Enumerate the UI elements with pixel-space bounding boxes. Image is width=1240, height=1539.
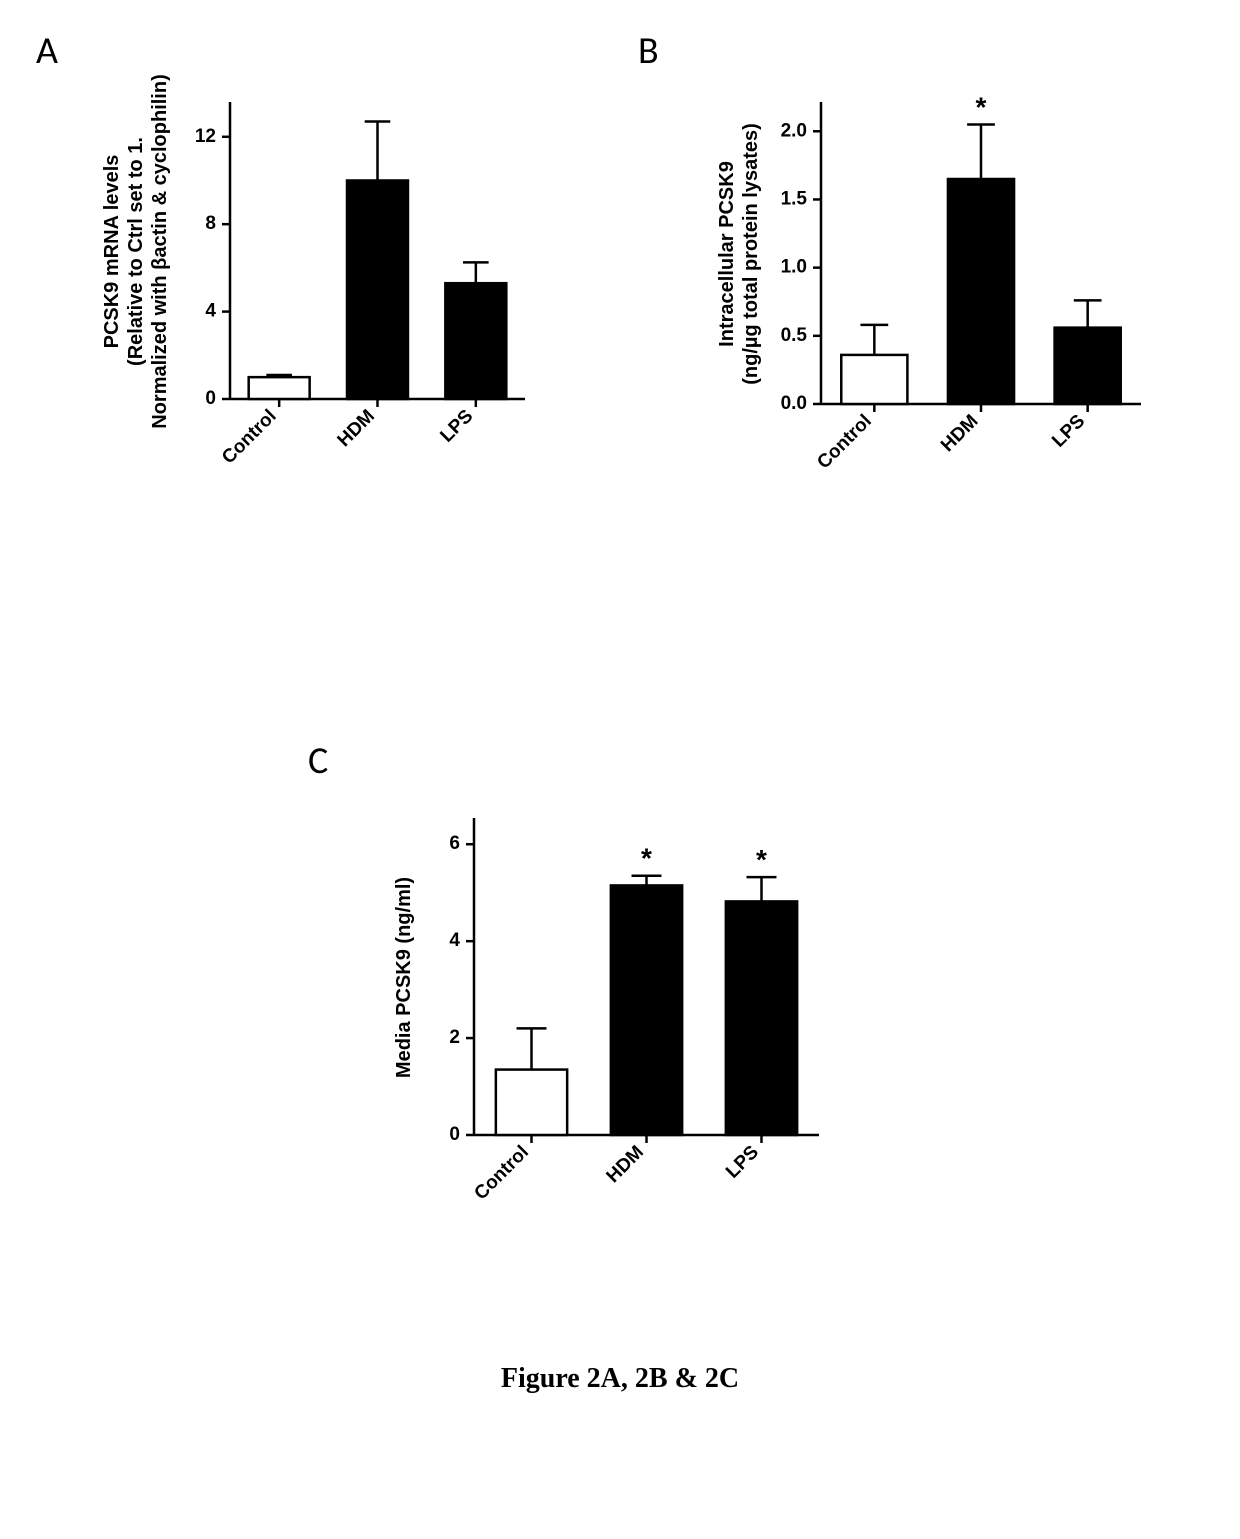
svg-text:12: 12 (195, 126, 216, 147)
svg-text:HDM: HDM (334, 406, 379, 451)
svg-text:Normalized with βactin & cyclo: Normalized with βactin & cyclophilin) (149, 74, 171, 428)
svg-text:LPS: LPS (722, 1142, 763, 1183)
svg-text:Control: Control (813, 411, 876, 474)
svg-text:0.5: 0.5 (781, 325, 808, 346)
chart-c: 0 2 4 6 Control HDM LPS * * Media PCSK9 (ng/ml) (362, 780, 834, 1265)
svg-text:6: 6 (449, 833, 460, 854)
panel-letter-b: B (638, 28, 659, 74)
svg-text:LPS: LPS (1048, 411, 1089, 452)
figure-caption: Figure 2A, 2B & 2C (0, 1363, 1240, 1395)
svg-text:*: * (976, 91, 987, 122)
svg-text:2: 2 (449, 1027, 460, 1048)
svg-text:Control: Control (470, 1142, 533, 1205)
svg-text:Media PCSK9 (ng/ml): Media PCSK9 (ng/ml) (393, 877, 415, 1078)
svg-text:4: 4 (449, 930, 460, 951)
svg-text:1.5: 1.5 (781, 188, 808, 209)
chart-a: 0 4 8 12 Control HDM LPS PCSK9 mRNA levels(Rela… (70, 64, 540, 529)
svg-text:*: * (756, 844, 767, 875)
svg-text:*: * (641, 843, 652, 874)
svg-text:Intracellular PCSK9: Intracellular PCSK9 (716, 161, 738, 347)
svg-text:1.0: 1.0 (781, 257, 807, 278)
svg-text:2.0: 2.0 (781, 120, 807, 141)
svg-text:HDM: HDM (603, 1142, 648, 1187)
svg-text:8: 8 (205, 213, 216, 234)
svg-text:(Relative to Ctrl set to 1.: (Relative to Ctrl set to 1. (125, 137, 147, 366)
svg-text:LPS: LPS (436, 406, 477, 447)
svg-text:Control: Control (218, 406, 281, 469)
svg-text:PCSK9 mRNA levels: PCSK9 mRNA levels (101, 155, 123, 349)
svg-text:HDM: HDM (937, 411, 982, 456)
panel-letter-c: C (308, 738, 328, 784)
svg-text:0: 0 (205, 388, 216, 409)
chart-b: 0.0 0.5 1.0 1.5 2.0 Control HDM LPS * Intracellul… (685, 64, 1156, 534)
svg-text:0.0: 0.0 (781, 393, 807, 414)
panel-letter-a: A (36, 28, 58, 74)
svg-text:0: 0 (449, 1124, 460, 1145)
svg-text:4: 4 (205, 301, 216, 322)
svg-text:(ng/µg total protein lysates): (ng/µg total protein lysates) (740, 123, 762, 385)
figure-2: A B C 0 4 8 12 Control HDM LPS PCSK9 mRNA level… (0, 0, 1240, 1539)
